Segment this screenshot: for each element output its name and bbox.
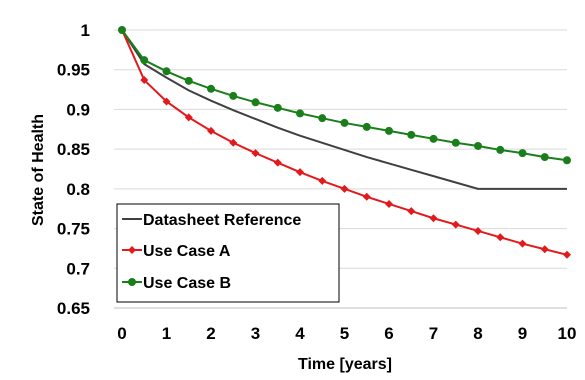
data-point-use-case-b [229, 91, 238, 100]
data-point-use-case-a [207, 126, 215, 135]
x-axis-title: Time [years] [298, 356, 392, 373]
x-tick-label: 10 [558, 324, 577, 343]
x-tick-label: 7 [429, 324, 438, 343]
data-point-use-case-b [518, 149, 527, 158]
x-tick-label: 6 [384, 324, 393, 343]
legend: Datasheet Reference Use Case A Use Case B [116, 203, 340, 303]
data-point-use-case-a [563, 250, 571, 259]
data-point-use-case-b [496, 145, 505, 154]
y-axis-ticks: 0.65 0.7 0.75 0.8 0.85 0.9 0.95 1 [57, 21, 90, 318]
y-tick-label: 1 [81, 21, 90, 40]
y-axis-title: State of Health [30, 114, 47, 226]
legend-label: Datasheet Reference [143, 212, 301, 229]
series-group [118, 26, 571, 259]
y-tick-label: 0.75 [57, 220, 90, 239]
data-point-use-case-a [318, 176, 327, 185]
data-point-use-case-b [140, 56, 149, 65]
x-tick-label: 2 [206, 324, 215, 343]
data-point-use-case-b [162, 67, 171, 76]
y-tick-label: 0.95 [57, 61, 90, 80]
data-point-use-case-b [273, 103, 282, 112]
legend-item-use-case-a: Use Case A [122, 243, 231, 260]
data-point-use-case-a [162, 97, 171, 106]
y-tick-label: 0.9 [66, 100, 90, 119]
data-point-use-case-a [362, 192, 371, 201]
data-point-use-case-b [340, 118, 349, 127]
data-point-use-case-b [474, 141, 482, 150]
data-point-use-case-b [407, 130, 416, 139]
x-tick-label: 1 [162, 324, 171, 343]
legend-marker [128, 246, 136, 254]
y-tick-label: 0.65 [57, 299, 90, 318]
data-point-use-case-b [540, 153, 549, 162]
y-tick-label: 0.85 [57, 140, 90, 159]
data-point-use-case-b [118, 26, 126, 34]
data-point-use-case-a [429, 214, 438, 223]
legend-item-datasheet-reference: Datasheet Reference [122, 212, 301, 229]
x-tick-label: 5 [340, 324, 349, 343]
x-tick-label: 0 [117, 324, 126, 343]
data-point-use-case-a [518, 239, 527, 248]
data-point-use-case-a [184, 113, 193, 122]
data-point-use-case-b [451, 138, 460, 147]
x-tick-label: 8 [473, 324, 482, 343]
data-point-use-case-b [184, 76, 193, 85]
data-point-use-case-b [207, 84, 215, 93]
x-tick-label: 3 [251, 324, 260, 343]
series-use-case-b [118, 26, 571, 165]
data-point-use-case-b [429, 134, 438, 143]
data-point-use-case-a [273, 158, 282, 167]
data-point-use-case-b [318, 114, 327, 123]
data-point-use-case-a [251, 149, 260, 158]
legend-box [116, 203, 340, 303]
data-point-use-case-b [362, 122, 371, 131]
data-point-use-case-a [296, 168, 304, 177]
data-point-use-case-a [140, 76, 149, 85]
data-point-use-case-b [251, 98, 260, 107]
x-tick-label: 9 [518, 324, 527, 343]
data-point-use-case-a [451, 220, 460, 229]
data-point-use-case-b [563, 156, 571, 165]
data-point-use-case-a [407, 207, 416, 216]
legend-marker [128, 278, 136, 286]
legend-label: Use Case B [143, 275, 231, 292]
data-point-use-case-a [385, 199, 393, 208]
data-point-use-case-a [474, 226, 482, 235]
x-tick-label: 4 [295, 324, 305, 343]
data-point-use-case-a [496, 233, 505, 242]
data-point-use-case-a [229, 138, 238, 147]
legend-item-use-case-b: Use Case B [122, 275, 231, 292]
data-point-use-case-a [540, 245, 549, 254]
x-axis-ticks: 0 1 2 3 4 5 6 7 8 9 10 [117, 324, 576, 343]
y-tick-label: 0.8 [66, 180, 90, 199]
series-line-datasheet-reference [121, 29, 567, 190]
data-point-use-case-b [385, 126, 393, 135]
legend-label: Use Case A [143, 243, 231, 260]
series-use-case-a [118, 26, 571, 259]
data-point-use-case-b [296, 109, 304, 118]
series-datasheet-reference [121, 29, 567, 190]
data-point-use-case-a [340, 184, 349, 193]
y-tick-label: 0.7 [66, 259, 90, 278]
